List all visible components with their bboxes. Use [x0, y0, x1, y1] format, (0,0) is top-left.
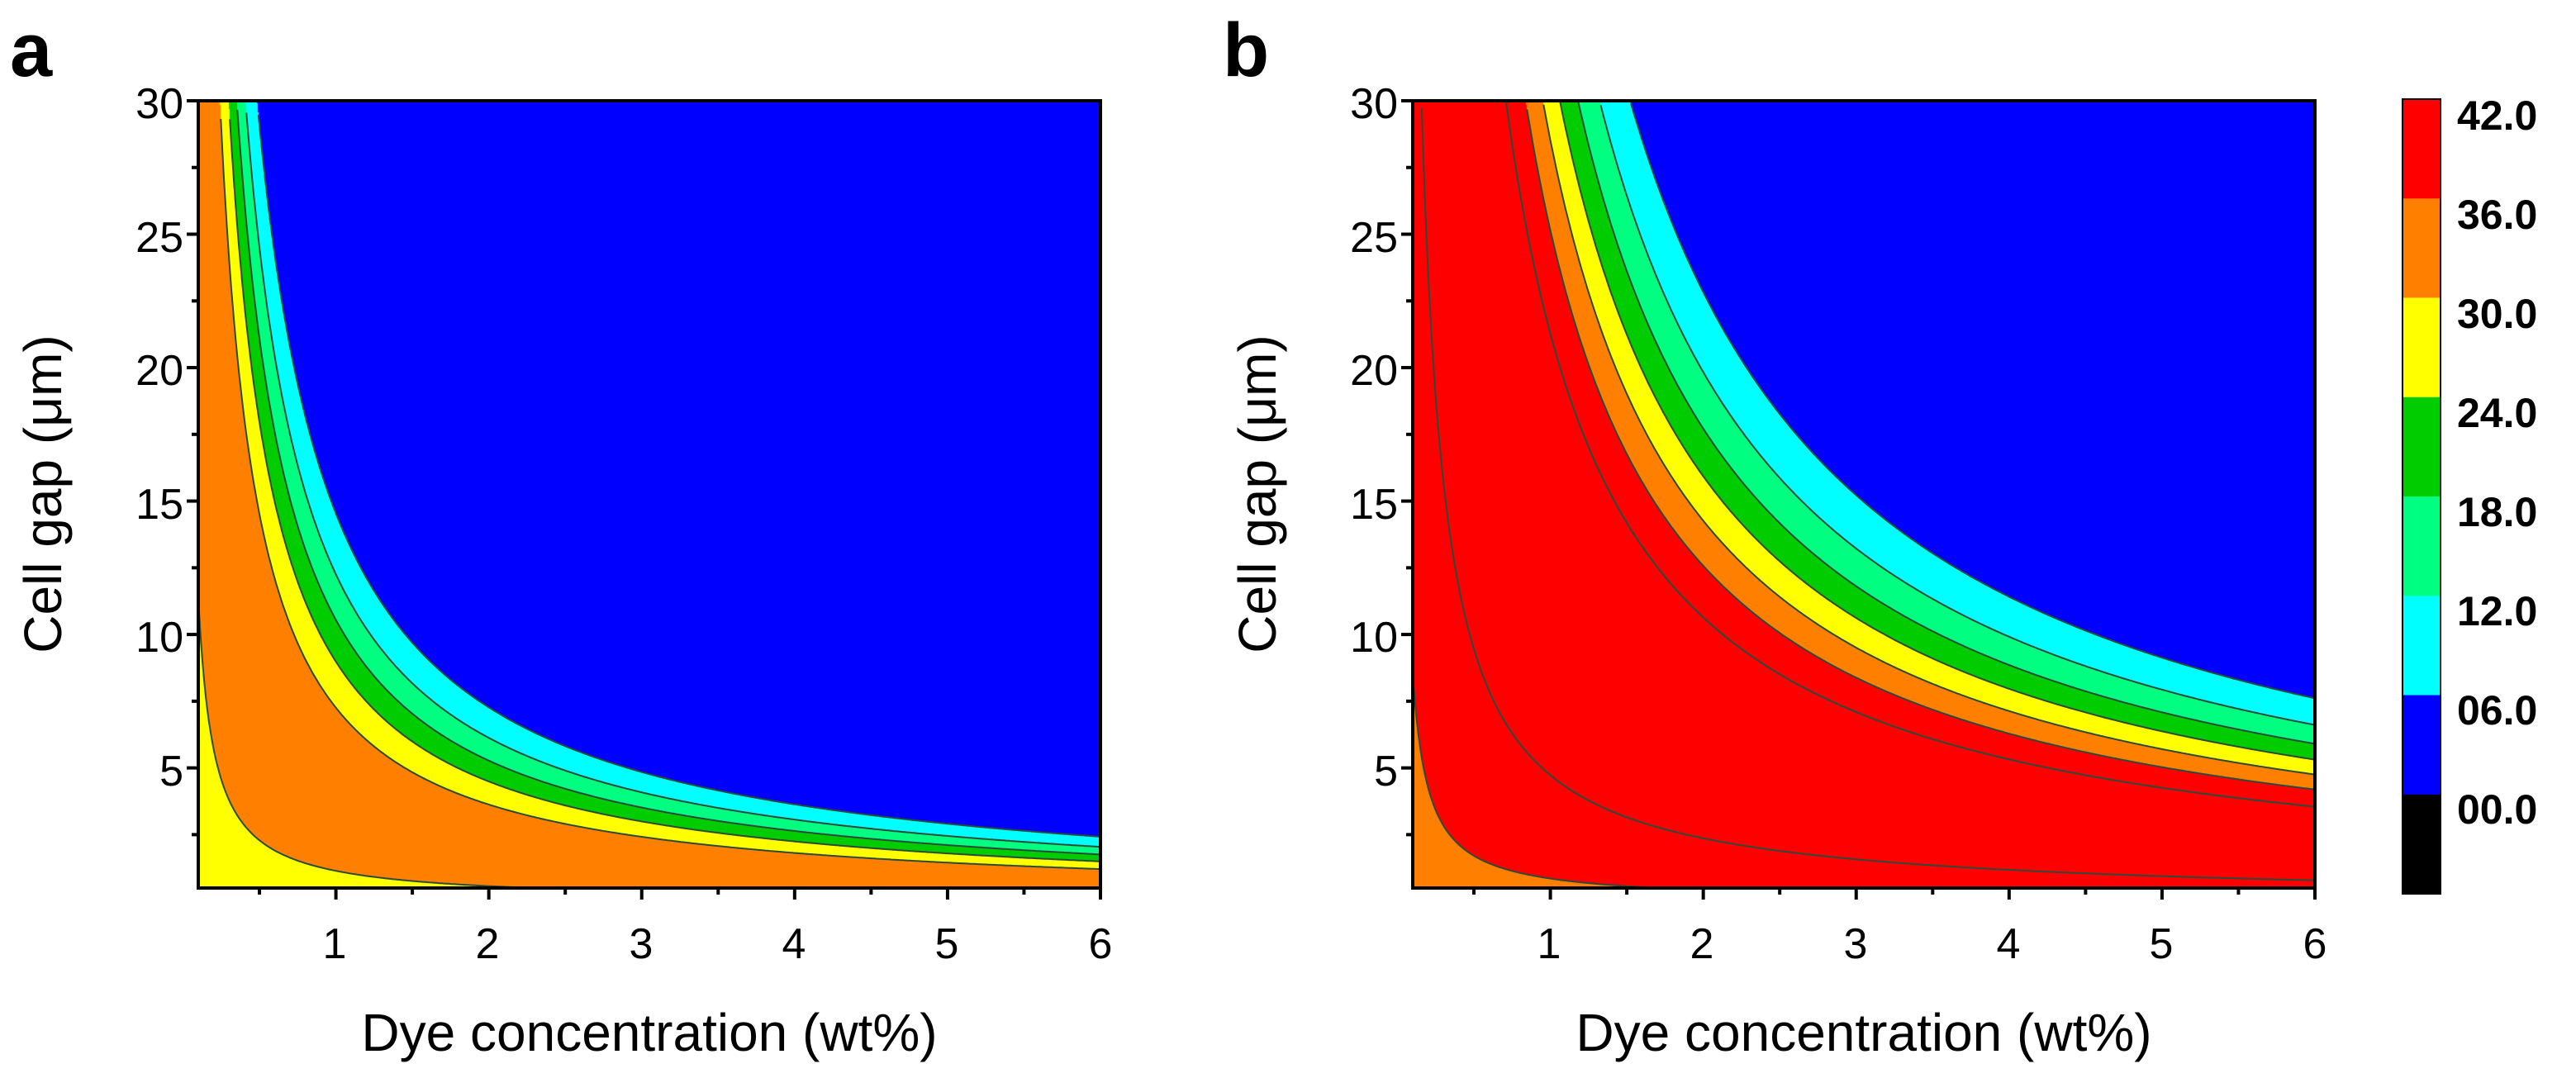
- colorbar-label-12: 12.0: [2457, 588, 2537, 634]
- panel-b-ytick-20: 20: [1350, 347, 1398, 395]
- panel-b-letter: b: [1223, 8, 1269, 93]
- panel-a-contour-line-12-upper: [245, 112, 1101, 848]
- panel-b-ytick-15: 15: [1350, 481, 1398, 529]
- colorbar-label-24: 24.0: [2457, 390, 2537, 436]
- panel-a-xtick-6: 6: [1089, 920, 1113, 968]
- panel-a-ytick-20: 20: [135, 347, 183, 395]
- panel-a-letter: a: [10, 8, 53, 93]
- panel-b-contour-line-6-upper: [1629, 102, 2316, 700]
- panel-a-xtick-3: 3: [630, 920, 654, 968]
- panel-a-ytick-10: 10: [135, 614, 183, 662]
- panel-b-xlabel: Dye concentration (wt%): [1576, 1003, 2151, 1062]
- panel-a-xtick-1: 1: [323, 920, 347, 968]
- panel-b-contour-line-30-upper: [1542, 104, 2316, 776]
- panel-a-xtick-2: 2: [476, 920, 500, 968]
- colorbar-swatch-06.0: [2403, 695, 2441, 795]
- panel-a-ytick-5: 5: [159, 748, 183, 795]
- colorbar-swatch-36.0: [2403, 198, 2441, 299]
- colorbar-swatch-42.0: [2403, 99, 2441, 199]
- panel-b-contour-map: [1413, 101, 2315, 888]
- panel-b-contour-lines: [1412, 101, 2316, 889]
- colorbar-swatch-00.0: [2403, 794, 2441, 895]
- colorbar-swatch-30.0: [2403, 297, 2441, 398]
- panel-a-contour-line-24-upper: [229, 119, 1101, 862]
- panel-b-xtick-1: 1: [1538, 920, 1561, 968]
- panel-a-contour-line-30-lower: [197, 596, 533, 889]
- colorbar-label-00: 00.0: [2457, 786, 2537, 833]
- panel-a-ylabel: Cell gap (μm): [13, 335, 73, 653]
- panel-a-contour-line-30-upper: [220, 118, 1101, 871]
- panel-a-ytick-25: 25: [135, 214, 183, 262]
- colorbar-label-42: 42.0: [2457, 93, 2537, 139]
- panel-b-ytick-30: 30: [1350, 80, 1398, 128]
- panel-b-xtick-5: 5: [2150, 920, 2174, 968]
- panel-b-contour-line-24-upper: [1559, 102, 2316, 761]
- colorbar-swatch-18.0: [2403, 496, 2441, 596]
- colorbar-swatch-12.0: [2403, 596, 2441, 696]
- panel-b-ylabel: Cell gap (μm): [1228, 335, 1287, 653]
- panel-a-contour-line-6-upper: [257, 115, 1101, 838]
- colorbar-frame: [2402, 98, 2441, 895]
- panel-a-ytick-15: 15: [135, 481, 183, 529]
- panel-a-frame: [197, 99, 1102, 890]
- panel-a-xtick-5: 5: [935, 920, 959, 968]
- panel-a-contour-line-18-upper: [236, 109, 1101, 856]
- panel-b-xtick-6: 6: [2303, 920, 2327, 968]
- panel-b-contour-line-18-upper: [1577, 101, 2316, 745]
- colorbar-label-18: 18.0: [2457, 489, 2537, 535]
- panel-b-contour-line-42-upper: [1504, 101, 2316, 808]
- panel-a-xlabel: Dye concentration (wt%): [361, 1003, 937, 1062]
- colorbar-swatches: [2403, 99, 2441, 895]
- colorbar-label-36: 36.0: [2457, 192, 2537, 238]
- panel-b-ytick-25: 25: [1350, 214, 1398, 262]
- colorbar-label-30: 30.0: [2457, 291, 2537, 337]
- panel-a-contour-map: [198, 101, 1100, 888]
- colorbar-swatch-24.0: [2403, 397, 2441, 497]
- panel-b-xtick-2: 2: [1690, 920, 1714, 968]
- panel-b-ytick-10: 10: [1350, 614, 1398, 662]
- panel-a: a 1 2 3 4 5 6 5 10 15 20 25 30 Dye conce…: [10, 8, 1112, 1062]
- panel-b-contour-line-12-upper: [1599, 104, 2316, 726]
- panel-b-contour-line-36-upper: [1526, 109, 2316, 791]
- panel-b-contour-line-36-lower: [1412, 673, 1658, 889]
- panel-b-ticks: [1401, 99, 2317, 900]
- colorbar-label-06: 06.0: [2457, 687, 2537, 734]
- panel-a-xtick-4: 4: [782, 920, 806, 968]
- panel-a-contour-lines: [197, 109, 1101, 889]
- panel-a-ytick-30: 30: [135, 80, 183, 128]
- panel-b-xtick-4: 4: [1997, 920, 2021, 968]
- panel-b-frame: [1411, 99, 2317, 890]
- panel-b: b 1 2 3 4 5 6 5 10 15 20 25 30 Dye conce…: [1223, 8, 2326, 1062]
- panel-a-ticks: [187, 99, 1102, 900]
- panel-b-contour-line-42-lower: [1420, 108, 2315, 881]
- panel-b-ytick-5: 5: [1374, 748, 1398, 795]
- panel-b-xtick-3: 3: [1844, 920, 1868, 968]
- colorbar: 42.0 36.0 30.0 24.0 18.0 12.0 06.0 00.0: [2402, 93, 2537, 895]
